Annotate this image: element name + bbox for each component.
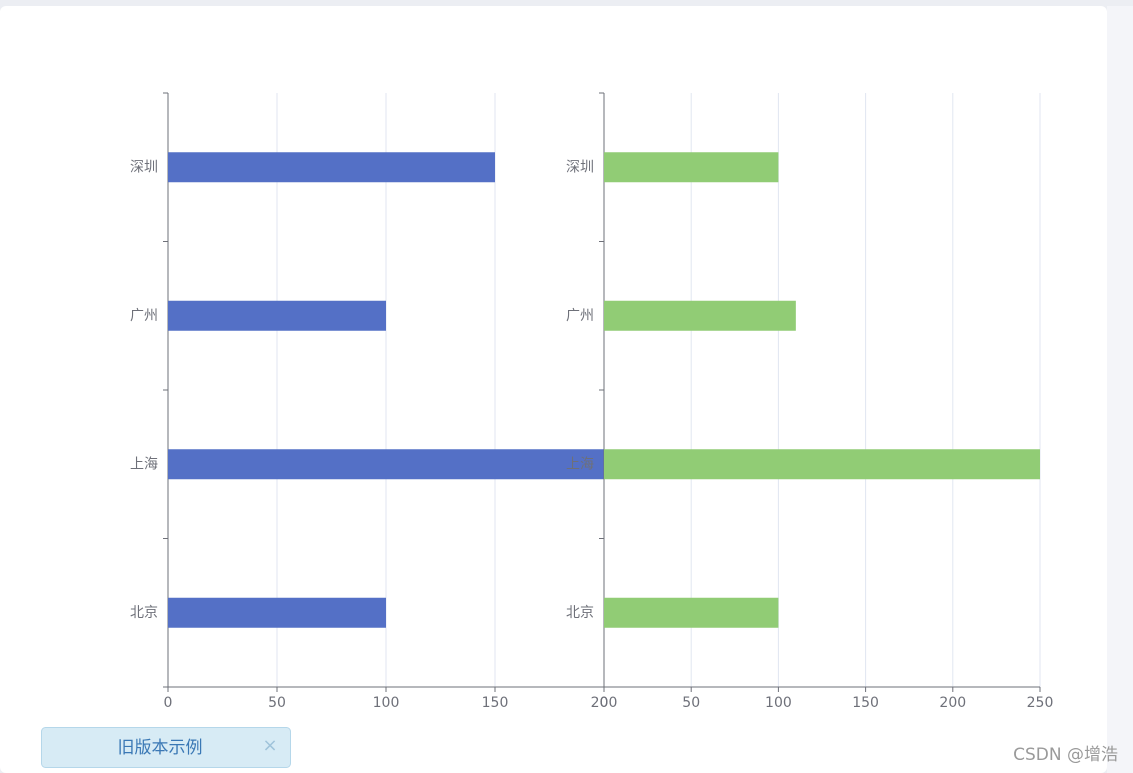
bar	[168, 152, 495, 183]
y-tick-label: 广州	[130, 308, 158, 324]
x-tick-label: 100	[373, 695, 400, 711]
button-box[interactable]	[41, 727, 291, 768]
y-tick-label: 深圳	[566, 159, 594, 175]
x-tick-label: 50	[682, 695, 700, 711]
x-tick-label: 200	[591, 695, 618, 711]
x-tick-label: 0	[164, 695, 173, 711]
y-tick-label: 上海	[130, 456, 158, 472]
bar	[604, 597, 779, 628]
x-tick-label: 0	[600, 695, 609, 711]
watermark: CSDN @增浩	[1013, 745, 1118, 765]
bar	[168, 300, 386, 331]
plots: 0 50 100 150 200 北京 上海 广州 深圳 0 50 100 150 200 250 北京 上海 广…	[130, 92, 1054, 711]
y-tick-label: 广州	[566, 308, 594, 324]
old-version-button[interactable]: 旧版本示例 ×	[41, 727, 291, 768]
y-tick-label: 北京	[130, 605, 158, 621]
bar	[168, 597, 386, 628]
bar	[604, 449, 1040, 480]
x-tick-label: 150	[852, 695, 879, 711]
x-tick-label: 150	[482, 695, 509, 711]
y-tick-label: 北京	[566, 605, 594, 621]
y-tick-label: 上海	[566, 456, 594, 472]
close-button[interactable]: ×	[262, 735, 277, 756]
side-strip	[1107, 6, 1133, 773]
x-tick-label: 100	[765, 695, 792, 711]
y-tick-label: 深圳	[130, 159, 158, 175]
x-tick-label: 250	[1027, 695, 1054, 711]
button-label[interactable]: 旧版本示例	[118, 738, 203, 758]
x-tick-label: 50	[268, 695, 286, 711]
bar	[604, 152, 779, 183]
bar	[604, 300, 796, 331]
bar	[168, 449, 604, 480]
x-tick-label: 200	[939, 695, 966, 711]
